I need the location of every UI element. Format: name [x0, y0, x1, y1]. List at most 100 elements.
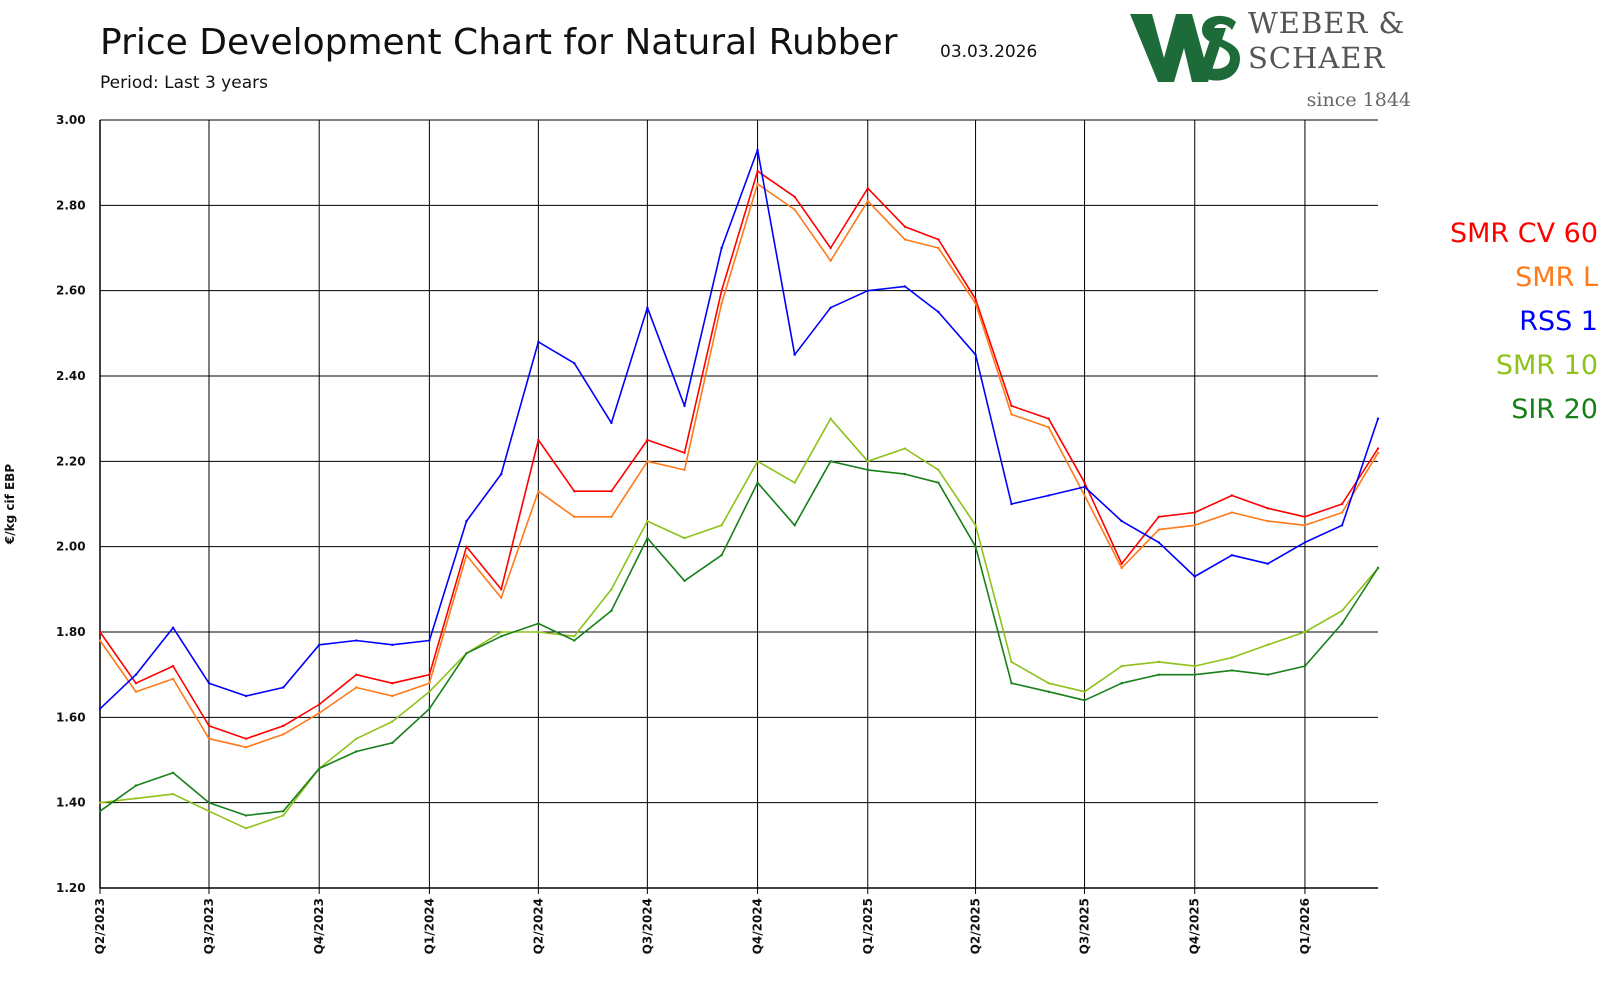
data-point	[610, 490, 613, 493]
data-point	[207, 682, 211, 685]
data-point	[1303, 515, 1307, 518]
data-point	[282, 724, 285, 728]
data-point	[829, 259, 832, 262]
data-point	[244, 694, 248, 698]
data-point	[937, 468, 940, 472]
data-point	[573, 639, 576, 642]
data-point	[1157, 515, 1161, 518]
data-point	[1120, 562, 1123, 565]
y-tick-label: 2.40	[56, 369, 86, 383]
data-point	[391, 741, 394, 745]
data-point	[1266, 643, 1270, 646]
data-point	[573, 362, 576, 365]
data-point	[903, 447, 907, 450]
data-point	[573, 490, 576, 493]
data-point	[1340, 609, 1344, 612]
data-point	[1266, 562, 1270, 565]
data-point	[937, 246, 940, 250]
data-point	[98, 801, 102, 804]
data-point	[1340, 524, 1344, 527]
data-point	[610, 421, 613, 425]
chart-title: Price Development Chart for Natural Rubb…	[100, 22, 898, 63]
x-tick-label: Q4/2024	[751, 898, 765, 954]
data-point	[391, 682, 394, 685]
series-line-smr-cv-60	[99, 170, 1379, 740]
logo-s-shape	[1198, 15, 1240, 81]
data-point	[244, 814, 248, 817]
chart-date: 03.03.2026	[940, 42, 1038, 62]
data-point	[1303, 664, 1307, 668]
data-point	[720, 289, 723, 292]
data-point	[1193, 575, 1196, 578]
chart-legend: SMR CV 60 SMR L RSS 1 SMR 10 SIR 20	[1418, 212, 1598, 432]
data-point	[282, 686, 285, 689]
data-point	[244, 746, 248, 749]
data-point	[391, 720, 394, 723]
data-point	[1083, 699, 1086, 702]
data-point	[1157, 660, 1161, 664]
x-tick-label: Q2/2023	[93, 898, 107, 954]
data-point	[134, 797, 138, 800]
data-point	[793, 353, 796, 356]
data-point	[1010, 404, 1013, 408]
data-point	[134, 682, 138, 685]
chart-subtitle: Period: Last 3 years	[100, 73, 268, 93]
x-tick-label: Q3/2024	[640, 898, 654, 954]
y-tick-label: 1.40	[56, 796, 86, 810]
data-point	[793, 195, 796, 198]
data-point	[1120, 664, 1123, 668]
data-point	[1010, 502, 1013, 506]
company-logo: WEBER & SCHAER since 1844	[1130, 4, 1415, 114]
data-point	[1193, 511, 1196, 514]
data-point	[244, 737, 248, 740]
data-point	[646, 460, 649, 463]
data-point	[974, 353, 977, 356]
x-tick-label: Q1/2026	[1298, 898, 1312, 954]
data-point	[98, 630, 102, 634]
logo-since: since 1844	[1306, 89, 1411, 111]
data-point	[974, 524, 977, 527]
legend-item: SMR 10	[1495, 350, 1598, 381]
data-point	[1047, 690, 1050, 693]
data-point	[317, 767, 321, 770]
x-tick-label: Q2/2025	[969, 898, 983, 954]
data-point	[1010, 682, 1013, 685]
y-tick-label: 2.00	[56, 540, 86, 554]
data-point	[391, 643, 394, 646]
data-point	[646, 438, 649, 442]
data-point	[207, 737, 211, 740]
data-point	[974, 302, 977, 305]
data-point	[355, 673, 358, 676]
data-point	[573, 515, 576, 518]
data-point	[1303, 630, 1307, 634]
data-point	[1120, 682, 1123, 685]
data-point	[1340, 502, 1344, 506]
data-point	[903, 225, 907, 228]
data-point	[465, 545, 468, 548]
data-point	[1083, 494, 1086, 497]
data-point	[171, 771, 175, 774]
data-point	[866, 460, 869, 463]
data-point	[1047, 494, 1050, 497]
data-point	[610, 515, 613, 518]
data-point	[1266, 507, 1270, 510]
data-point	[428, 639, 431, 642]
y-tick-label: 1.80	[56, 625, 86, 639]
data-point	[1010, 660, 1013, 664]
x-tick-label: Q1/2025	[861, 898, 875, 954]
data-point	[573, 635, 576, 638]
data-point	[937, 238, 940, 241]
data-point	[756, 182, 759, 186]
data-point	[1340, 511, 1344, 514]
data-point	[1303, 541, 1307, 544]
data-point	[1193, 524, 1196, 527]
data-point	[500, 472, 503, 476]
data-point	[1193, 673, 1196, 676]
data-point	[646, 519, 649, 523]
data-point	[500, 596, 503, 600]
data-point	[1230, 511, 1234, 514]
data-point	[866, 199, 869, 203]
data-point	[537, 630, 540, 634]
data-point	[317, 643, 321, 646]
data-point	[610, 588, 613, 591]
